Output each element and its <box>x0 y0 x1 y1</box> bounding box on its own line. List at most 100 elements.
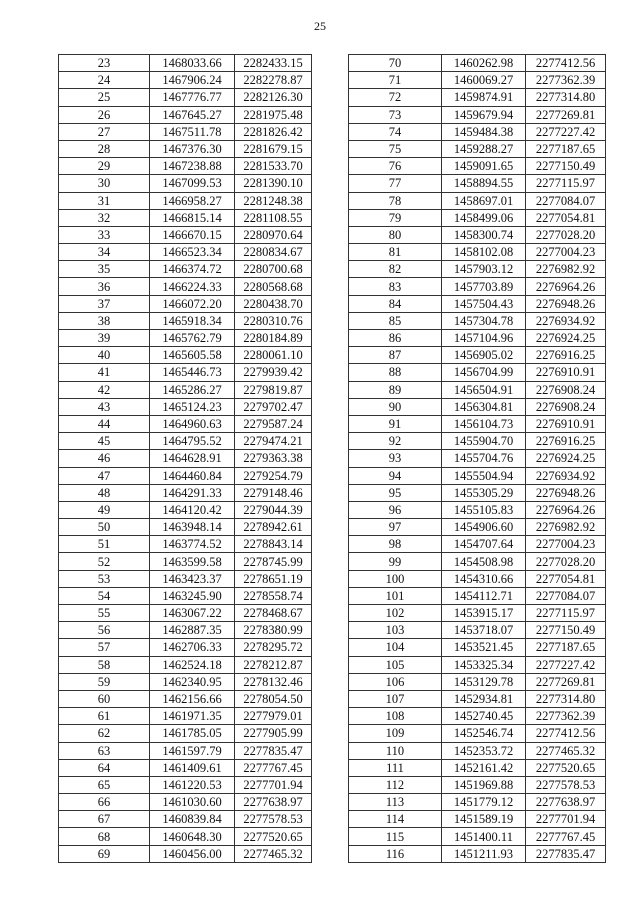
y-coordinate-cell: 2277084.07 <box>525 586 606 606</box>
table-row: 108 1452740.45 2277362.39 <box>348 707 606 726</box>
y-coordinate-cell: 2276910.91 <box>525 363 606 382</box>
table-row: 79 1458499.06 2277054.81 <box>348 208 606 227</box>
y-coordinate-cell: 2280970.64 <box>234 225 312 245</box>
table-row: 48 1464291.33 2279148.46 <box>58 483 312 502</box>
x-coordinate-cell: 1458300.74 <box>441 225 526 245</box>
x-coordinate-cell: 1464120.42 <box>149 500 235 520</box>
point-number-cell: 102 <box>348 603 442 623</box>
x-coordinate-cell: 1466815.14 <box>149 208 235 227</box>
table-row: 24 1467906.24 2282278.87 <box>58 71 312 90</box>
point-number-cell: 69 <box>58 844 150 863</box>
x-coordinate-cell: 1463774.52 <box>149 535 235 554</box>
x-coordinate-cell: 1451400.11 <box>441 827 526 846</box>
y-coordinate-cell: 2276982.92 <box>525 260 606 279</box>
point-number-cell: 74 <box>348 122 442 141</box>
table-row: 44 1464960.63 2279587.24 <box>58 414 312 434</box>
table-row: 105 1453325.34 2277227.42 <box>348 655 606 674</box>
y-coordinate-cell: 2277054.81 <box>525 569 606 588</box>
table-row: 64 1461409.61 2277767.45 <box>58 758 312 777</box>
point-number-cell: 42 <box>58 380 150 399</box>
x-coordinate-cell: 1451211.93 <box>441 844 526 863</box>
x-coordinate-cell: 1464628.91 <box>149 449 235 468</box>
x-coordinate-cell: 1453521.45 <box>441 638 526 657</box>
y-coordinate-cell: 2280061.10 <box>234 346 312 365</box>
x-coordinate-cell: 1451589.19 <box>441 810 526 829</box>
x-coordinate-cell: 1464460.84 <box>149 466 235 485</box>
table-row: 94 1455504.94 2276934.92 <box>348 466 606 485</box>
point-number-cell: 106 <box>348 672 442 691</box>
table-row: 47 1464460.84 2279254.79 <box>58 466 312 485</box>
point-number-cell: 87 <box>348 346 442 365</box>
y-coordinate-cell: 2277084.07 <box>525 191 606 210</box>
x-coordinate-cell: 1452353.72 <box>441 741 526 760</box>
x-coordinate-cell: 1459288.27 <box>441 139 526 159</box>
table-row: 49 1464120.42 2279044.39 <box>58 500 312 520</box>
y-coordinate-cell: 2280834.67 <box>234 243 312 262</box>
point-number-cell: 47 <box>58 466 150 485</box>
x-coordinate-cell: 1452161.42 <box>441 758 526 777</box>
x-coordinate-cell: 1466670.15 <box>149 225 235 245</box>
y-coordinate-cell: 2276934.92 <box>525 466 606 485</box>
table-row: 104 1453521.45 2277187.65 <box>348 638 606 657</box>
point-number-cell: 67 <box>58 810 150 829</box>
coordinates-table-left: 23 1468033.66 2282433.15 24 1467906.24 228227… <box>58 53 312 863</box>
table-row: 75 1459288.27 2277187.65 <box>348 139 606 159</box>
point-number-cell: 33 <box>58 225 150 245</box>
y-coordinate-cell: 2277314.80 <box>525 88 606 107</box>
point-number-cell: 99 <box>348 552 442 571</box>
y-coordinate-cell: 2277465.32 <box>525 741 606 760</box>
point-number-cell: 109 <box>348 724 442 743</box>
x-coordinate-cell: 1465124.23 <box>149 397 235 416</box>
y-coordinate-cell: 2277701.94 <box>525 810 606 829</box>
y-coordinate-cell: 2277835.47 <box>525 844 606 863</box>
x-coordinate-cell: 1463423.37 <box>149 569 235 588</box>
x-coordinate-cell: 1457903.12 <box>441 260 526 279</box>
table-row: 65 1461220.53 2277701.94 <box>58 775 312 795</box>
table-row: 101 1454112.71 2277084.07 <box>348 586 606 606</box>
point-number-cell: 92 <box>348 432 442 451</box>
y-coordinate-cell: 2276964.26 <box>525 500 606 520</box>
x-coordinate-cell: 1461409.61 <box>149 758 235 777</box>
table-row: 53 1463423.37 2278651.19 <box>58 569 312 588</box>
y-coordinate-cell: 2279939.42 <box>234 363 312 382</box>
table-row: 56 1462887.35 2278380.99 <box>58 621 312 640</box>
y-coordinate-cell: 2282126.30 <box>234 88 312 107</box>
y-coordinate-cell: 2279363.38 <box>234 449 312 468</box>
point-number-cell: 83 <box>348 277 442 296</box>
y-coordinate-cell: 2277412.56 <box>525 724 606 743</box>
x-coordinate-cell: 1453325.34 <box>441 655 526 674</box>
point-number-cell: 61 <box>58 707 150 726</box>
table-row: 58 1462524.18 2278212.87 <box>58 655 312 674</box>
x-coordinate-cell: 1458499.06 <box>441 208 526 227</box>
point-number-cell: 113 <box>348 793 442 812</box>
table-row: 67 1460839.84 2277578.53 <box>58 810 312 829</box>
table-row: 34 1466523.34 2280834.67 <box>58 243 312 262</box>
y-coordinate-cell: 2277187.65 <box>525 139 606 159</box>
y-coordinate-cell: 2276948.26 <box>525 483 606 502</box>
y-coordinate-cell: 2277465.32 <box>234 844 312 863</box>
point-number-cell: 66 <box>58 793 150 812</box>
point-number-cell: 32 <box>58 208 150 227</box>
point-number-cell: 104 <box>348 638 442 657</box>
table-row: 50 1463948.14 2278942.61 <box>58 518 312 537</box>
point-number-cell: 78 <box>348 191 442 210</box>
x-coordinate-cell: 1460648.30 <box>149 827 235 846</box>
point-number-cell: 29 <box>58 157 150 176</box>
x-coordinate-cell: 1466958.27 <box>149 191 235 210</box>
y-coordinate-cell: 2277578.53 <box>525 775 606 795</box>
y-coordinate-cell: 2277004.23 <box>525 535 606 554</box>
point-number-cell: 107 <box>348 689 442 709</box>
table-row: 55 1463067.22 2278468.67 <box>58 603 312 623</box>
x-coordinate-cell: 1467099.53 <box>149 174 235 193</box>
point-number-cell: 111 <box>348 758 442 777</box>
table-row: 68 1460648.30 2277520.65 <box>58 827 312 846</box>
table-row: 71 1460069.27 2277362.39 <box>348 71 606 90</box>
point-number-cell: 76 <box>348 157 442 176</box>
x-coordinate-cell: 1457703.89 <box>441 277 526 296</box>
y-coordinate-cell: 2279702.47 <box>234 397 312 416</box>
y-coordinate-cell: 2277115.97 <box>525 174 606 193</box>
y-coordinate-cell: 2277150.49 <box>525 157 606 176</box>
x-coordinate-cell: 1454310.66 <box>441 569 526 588</box>
point-number-cell: 55 <box>58 603 150 623</box>
x-coordinate-cell: 1465918.34 <box>149 311 235 331</box>
